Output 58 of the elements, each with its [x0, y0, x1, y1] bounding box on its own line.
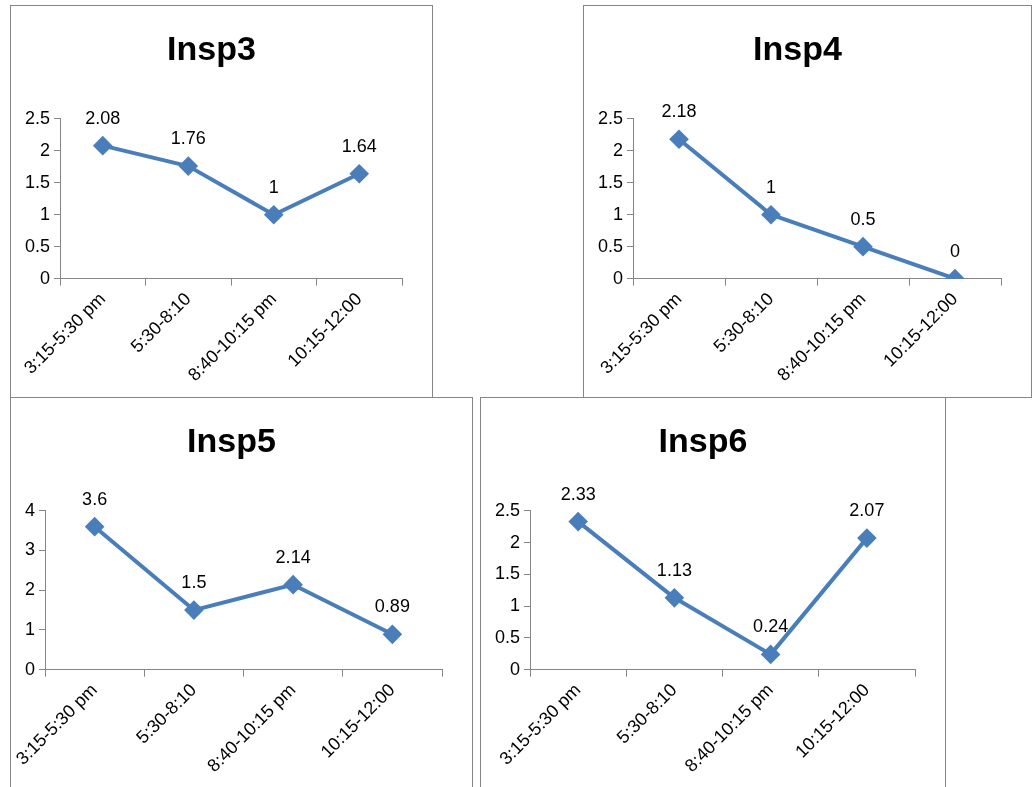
chart-title: Insp6: [658, 420, 748, 459]
point: [93, 136, 112, 155]
point: [670, 130, 689, 149]
y-tick-label: 2.5: [24, 107, 51, 128]
point: [85, 517, 104, 536]
y-tick-label: 0.5: [494, 626, 521, 647]
y-tick-label: 0.5: [597, 235, 624, 256]
data-label: 0: [949, 240, 961, 261]
data-label: 2.07: [849, 500, 885, 521]
y-tick-label: 1.5: [24, 171, 51, 192]
data-label: 3.6: [82, 488, 108, 509]
point: [284, 575, 303, 594]
chart-title: Insp5: [187, 420, 276, 459]
y-tick-label: 1: [510, 595, 521, 616]
chart-title: Insp4: [753, 28, 842, 67]
point: [665, 588, 684, 607]
data-label: 1.76: [170, 128, 206, 149]
data-label: 2.08: [85, 107, 121, 128]
y-tick-label: 0: [510, 658, 521, 679]
y-tick-label: 4: [25, 499, 36, 520]
y-tick-label: 2: [25, 579, 36, 600]
y-tick-label: 2.5: [597, 107, 624, 128]
y-tick-label: 0.5: [24, 235, 51, 256]
data-label: 0.89: [374, 596, 410, 617]
data-label: 2.33: [560, 483, 596, 504]
point: [350, 164, 369, 183]
point: [184, 601, 203, 620]
y-tick-label: 1.5: [597, 171, 624, 192]
data-label: 2.14: [275, 546, 311, 567]
data-label: 1: [268, 176, 279, 197]
y-tick-label: 2.5: [494, 499, 521, 520]
point: [854, 237, 873, 256]
point: [761, 645, 780, 664]
data-label: 1: [766, 176, 777, 197]
y-tick-label: 0: [25, 658, 36, 679]
data-label: 1.5: [181, 572, 207, 593]
point: [179, 157, 198, 176]
data-label: 0.5: [850, 208, 876, 229]
y-tick-label: 0: [40, 267, 51, 288]
y-tick-label: 0: [613, 267, 624, 288]
y-tick-label: 1: [25, 618, 36, 639]
point: [857, 529, 876, 548]
point: [264, 205, 283, 224]
y-tick-label: 2: [510, 531, 521, 552]
data-label: 2.18: [661, 101, 697, 122]
data-label: 1.13: [656, 559, 692, 580]
data-label: 0.24: [753, 616, 789, 637]
point: [569, 512, 588, 531]
y-tick-label: 1: [613, 203, 624, 224]
point: [762, 205, 781, 224]
point: [383, 625, 402, 644]
data-label: 1.64: [341, 135, 377, 156]
y-tick-label: 1: [40, 203, 51, 224]
y-tick-label: 2: [613, 139, 624, 160]
y-tick-label: 2: [40, 139, 51, 160]
chart-title: Insp3: [167, 28, 256, 67]
y-tick-label: 3: [25, 539, 36, 560]
y-tick-label: 1.5: [494, 563, 521, 584]
